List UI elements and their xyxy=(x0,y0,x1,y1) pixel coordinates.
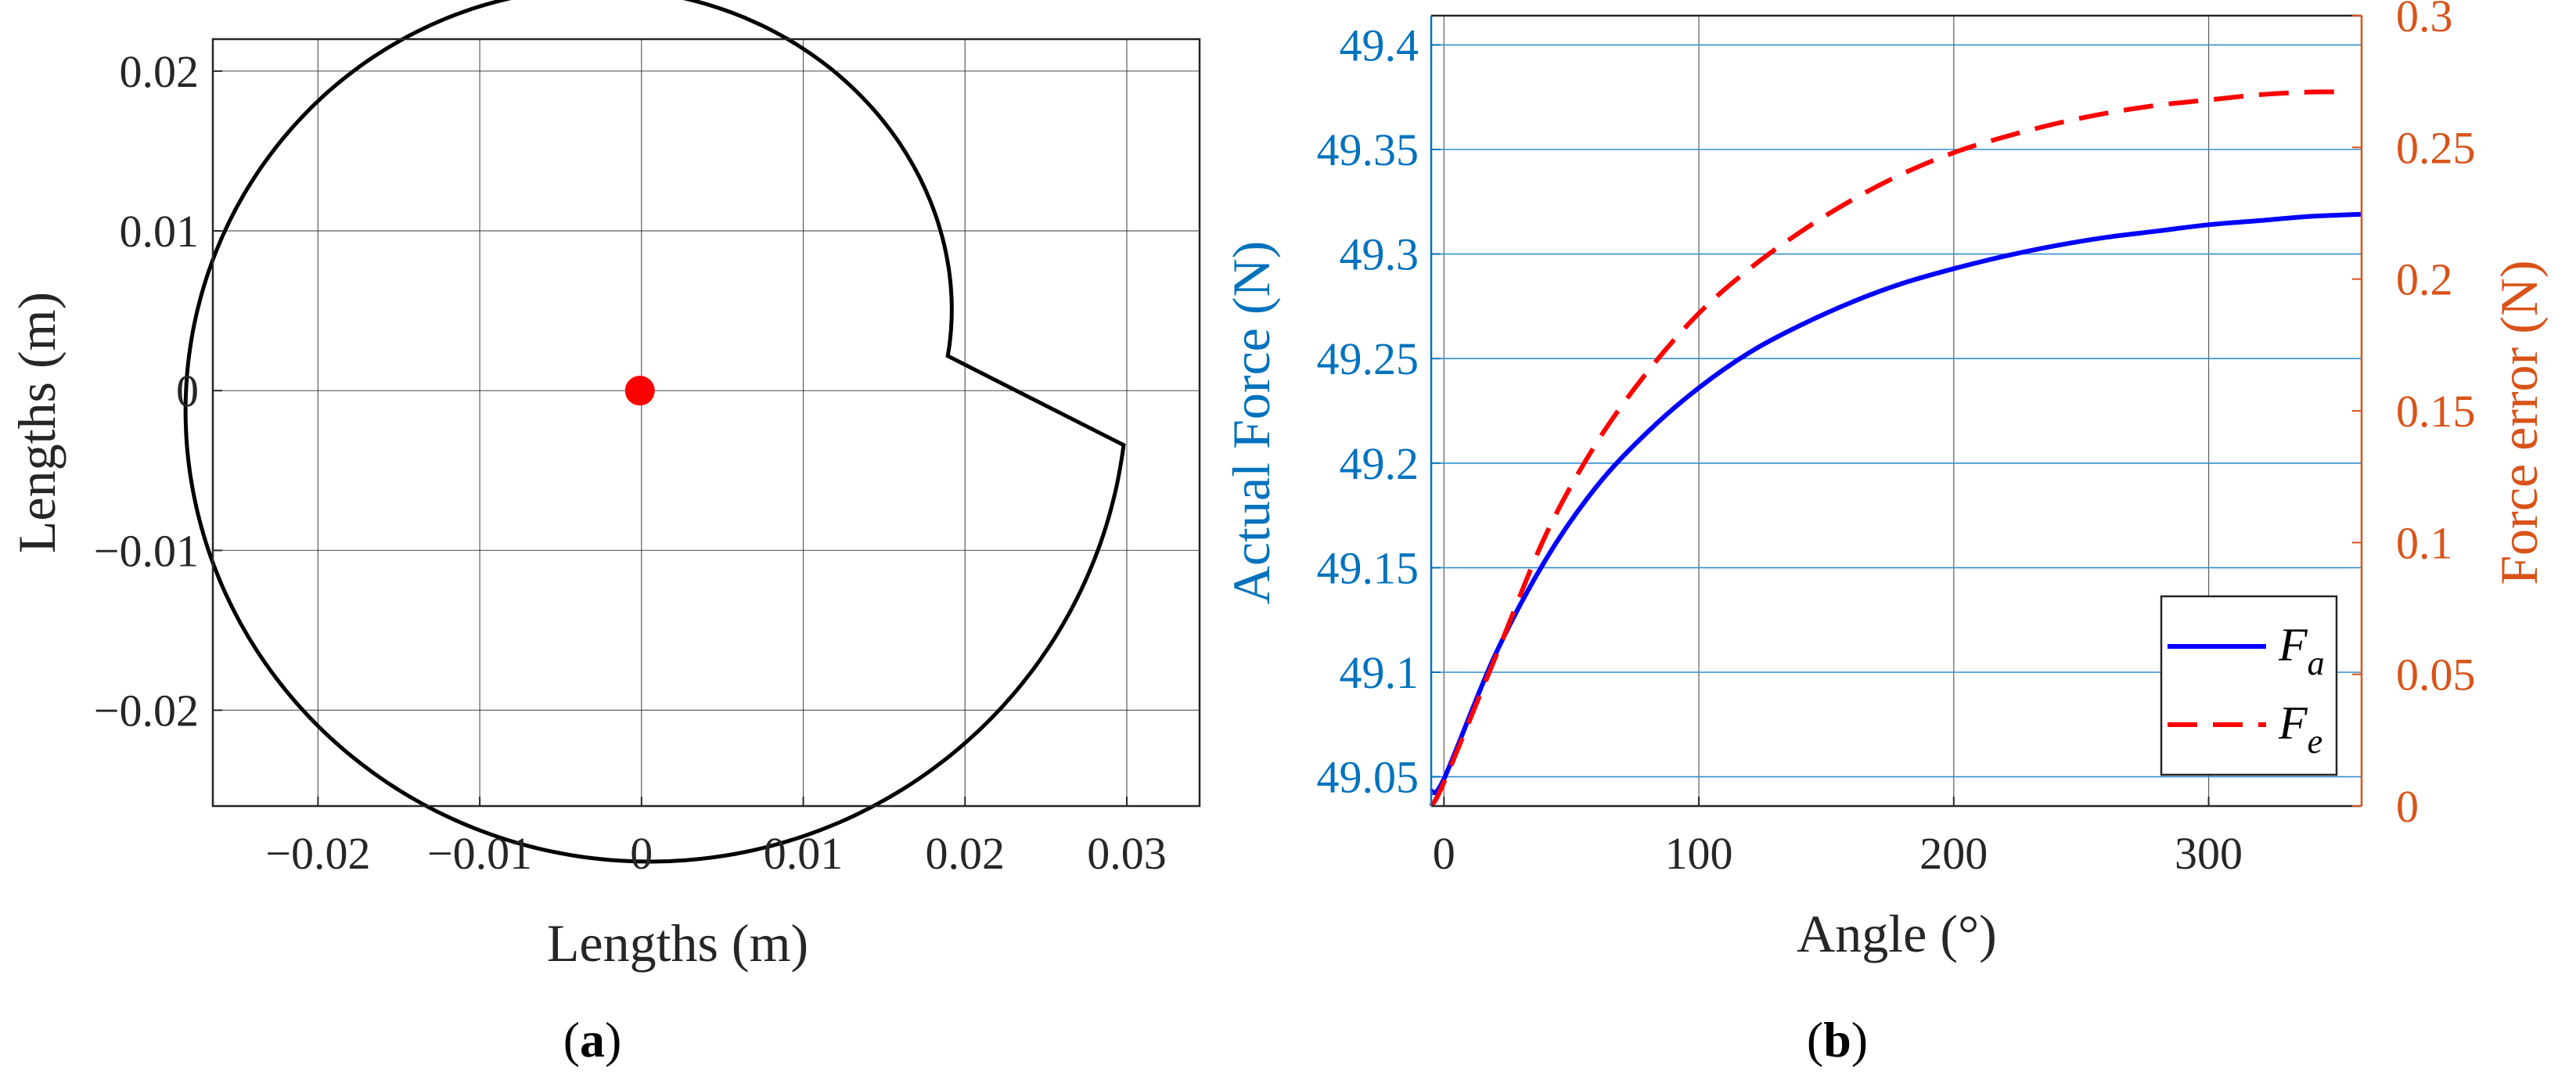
panel-a-frame xyxy=(211,38,1201,808)
panel-b-legend: Fa Fe xyxy=(2160,595,2338,776)
a-xtick-label: −0.02 xyxy=(265,828,370,879)
a-cam-profile-line xyxy=(183,0,1126,864)
a-ytick-label: −0.02 xyxy=(94,686,199,736)
b-series-Fa-line xyxy=(1429,211,2362,796)
panel-b-xlabel: Angle (°) xyxy=(1797,904,1997,963)
panel-b-y2label: Force error (N) xyxy=(2489,260,2549,585)
a-xtick-label: 0 xyxy=(630,828,653,879)
panel-a-xlabel: Lengths (m) xyxy=(547,913,808,973)
legend-fa-label: Fa xyxy=(2278,619,2325,682)
b-xtick-label: 100 xyxy=(1665,828,1733,879)
panel-a-plot xyxy=(183,0,1126,864)
b-y2tick-label: 0.15 xyxy=(2396,386,2476,437)
a-ytick-label: 0.01 xyxy=(120,206,200,257)
b-y2tick-label: 0.05 xyxy=(2396,650,2476,700)
panel-a-ticks: −0.02 −0.01 0 0.01 0.02 0.03 −0.02 −0.01 0 0.01 0.… xyxy=(94,46,1167,879)
b-xtick-label: 200 xyxy=(1919,828,1988,879)
panel-b-caption: (b) xyxy=(1807,1012,1868,1067)
b-ytick-label: 49.35 xyxy=(1317,124,1419,175)
panel-b-ylabel: Actual Force (N) xyxy=(1221,241,1281,604)
b-ytick-label: 49.4 xyxy=(1340,20,1419,70)
b-y2tick-label: 0 xyxy=(2396,781,2419,832)
panel-a-caption: (a) xyxy=(563,1012,622,1067)
a-center-point xyxy=(624,376,655,406)
b-y2tick-label: 0.3 xyxy=(2396,0,2453,41)
b-ytick-label: 49.1 xyxy=(1340,647,1419,698)
b-series-Fe-line xyxy=(1429,89,2349,808)
b-ytick-label: 49.3 xyxy=(1340,229,1419,280)
b-y2tick-label: 0.2 xyxy=(2396,254,2453,305)
legend-box xyxy=(2160,595,2338,776)
legend-fe-label: Fe xyxy=(2278,697,2322,761)
a-ytick-label: 0 xyxy=(176,365,199,416)
panel-b-chart: 0 100 200 300 49.05 49.1 49.15 49.2 49.25 49.3 49.… xyxy=(1221,0,2549,1067)
b-xtick-label: 300 xyxy=(2175,828,2243,879)
b-y2tick-label: 0.25 xyxy=(2396,122,2476,173)
a-ytick-label: −0.01 xyxy=(94,525,199,576)
a-ytick-label: 0.02 xyxy=(120,46,200,97)
b-ytick-label: 49.25 xyxy=(1317,333,1419,384)
a-xtick-label: 0.03 xyxy=(1087,828,1167,879)
a-xtick-label: 0.02 xyxy=(926,828,1006,879)
panel-b-plot xyxy=(1429,89,2362,808)
b-xtick-label: 0 xyxy=(1433,828,1455,879)
panel-a-chart: −0.02 −0.01 0 0.01 0.02 0.03 −0.02 −0.01 0 0.01 0.… xyxy=(7,0,1201,1067)
b-ytick-label: 49.05 xyxy=(1317,752,1419,803)
panel-b-grid xyxy=(1431,16,2362,806)
a-xtick-label: 0.01 xyxy=(764,828,844,879)
a-xtick-label: −0.01 xyxy=(427,828,532,879)
b-y2tick-label: 0.1 xyxy=(2396,517,2453,568)
b-ytick-label: 49.2 xyxy=(1340,438,1419,489)
panel-b-ticks: 0 100 200 300 49.05 49.1 49.15 49.2 49.25 49.3 49.… xyxy=(1317,0,2476,879)
panel-a-ylabel: Lengths (m) xyxy=(7,292,67,553)
b-ytick-label: 49.15 xyxy=(1317,542,1419,593)
panel-a-grid xyxy=(213,39,1200,806)
